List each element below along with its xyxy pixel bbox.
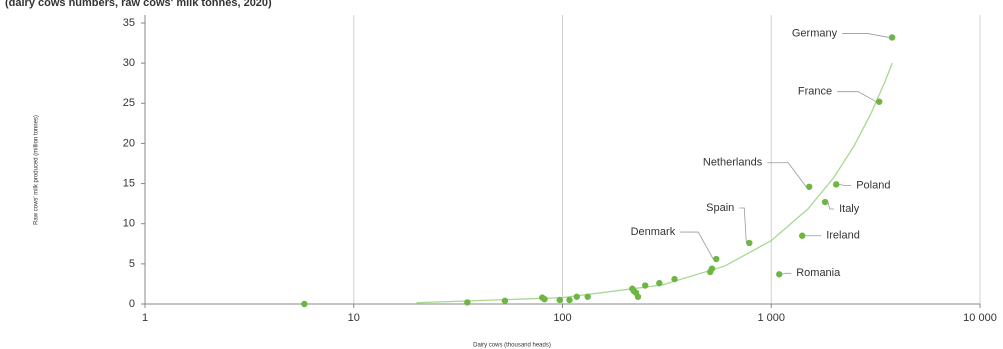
y-tick-label: 35 <box>123 17 135 29</box>
point <box>799 232 806 239</box>
point <box>746 239 753 247</box>
point <box>584 293 591 300</box>
point <box>634 293 642 300</box>
point <box>832 181 840 188</box>
y-tick-label: 20 <box>123 137 135 149</box>
x-axis-label: Dairy cows (thousand heads) <box>473 343 551 349</box>
x-tick-label: 1 000 <box>757 312 785 324</box>
annotation: Netherlands <box>703 157 763 169</box>
point <box>501 297 509 304</box>
point <box>573 293 580 300</box>
point <box>806 183 813 190</box>
x-tick-label: 1 <box>142 312 148 324</box>
point <box>875 98 883 105</box>
leader-line <box>842 33 890 38</box>
point <box>671 275 678 283</box>
point <box>888 34 896 41</box>
point <box>821 198 829 206</box>
y-axis-label: Raw cows' milk produced (million tonnes) <box>34 115 40 225</box>
leader-line <box>767 162 807 188</box>
annotation: Italy <box>839 203 860 215</box>
annotation: Romania <box>796 267 841 279</box>
point <box>566 296 573 304</box>
leader-line <box>739 207 747 244</box>
y-tick-label: 0 <box>129 298 135 310</box>
point <box>541 295 548 303</box>
point <box>776 271 783 278</box>
leader-line <box>837 91 877 103</box>
point <box>301 300 308 308</box>
annotation: Spain <box>706 202 734 214</box>
leader-line <box>839 183 852 186</box>
point <box>556 296 563 304</box>
trend-line <box>416 62 893 304</box>
annotation: Germany <box>792 27 838 39</box>
y-tick-label: 25 <box>123 97 135 109</box>
x-tick-label: 10 <box>348 312 360 324</box>
leader-line <box>782 272 792 275</box>
x-tick-label: 100 <box>553 312 571 324</box>
annotation: Denmark <box>631 226 676 238</box>
y-tick-label: 15 <box>123 177 135 189</box>
leader-line <box>827 201 835 210</box>
annotation: Ireland <box>826 230 860 242</box>
y-tick-label: 10 <box>123 218 135 230</box>
annotation: France <box>798 86 832 98</box>
point <box>713 255 720 263</box>
point <box>708 265 716 272</box>
point <box>464 299 471 306</box>
annotation: Poland <box>856 179 890 191</box>
x-tick-label: 10 000 <box>963 312 997 324</box>
leader-line <box>680 231 714 260</box>
y-tick-label: 5 <box>129 258 135 270</box>
point <box>656 279 663 287</box>
chart-subtitle: (dairy cows numbers, raw cows' milk tonn… <box>5 0 272 9</box>
point <box>642 282 649 289</box>
y-tick-label: 30 <box>123 57 135 69</box>
